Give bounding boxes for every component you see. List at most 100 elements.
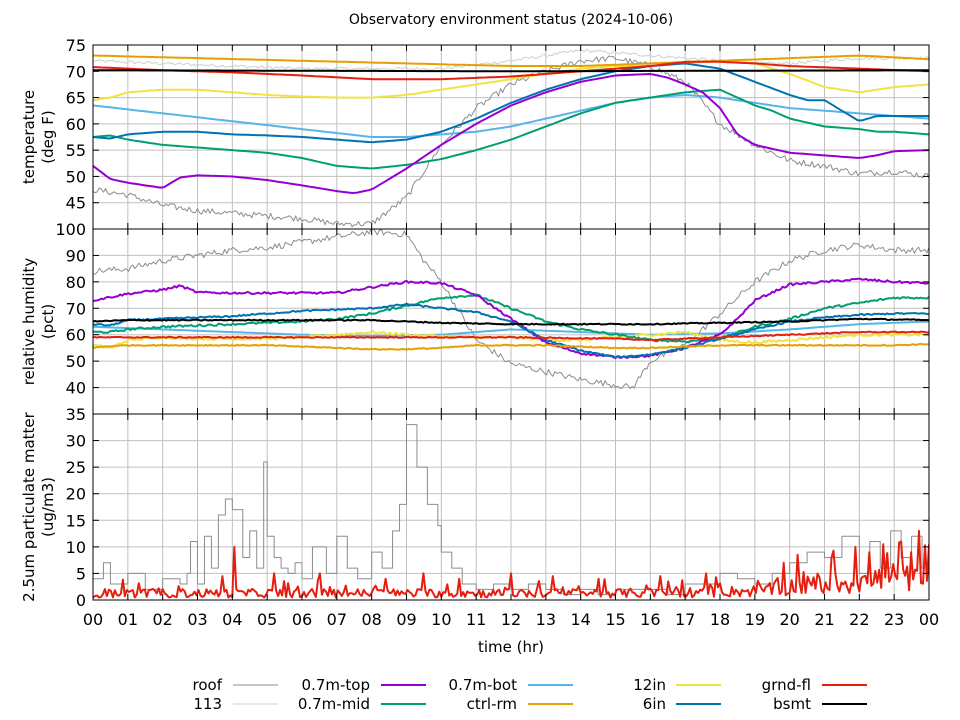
series-line-roof <box>93 229 929 389</box>
series-group <box>93 229 929 389</box>
x-tick-label: 03 <box>187 610 207 629</box>
x-axis-label: time (hr) <box>478 638 544 656</box>
y-tick-label: 70 <box>66 62 86 81</box>
y-tick-label: 100 <box>55 220 86 239</box>
y-tick-label: 60 <box>66 115 86 134</box>
y-axis-label-line: (pct) <box>39 304 57 339</box>
legend-label: 6in <box>643 695 666 713</box>
legend-label: 0.7m-top <box>302 676 370 694</box>
y-tick-label: 0 <box>76 591 86 610</box>
y-axis-label-line: temperature <box>20 90 38 184</box>
y-axis-label-line: (ug/m3) <box>39 477 57 537</box>
x-tick-label: 18 <box>710 610 730 629</box>
y-tick-label: 40 <box>66 379 86 398</box>
x-tick-label: 22 <box>849 610 869 629</box>
series-line-bsmt <box>93 317 929 326</box>
y-axis-label-line: relative humidity <box>20 258 38 386</box>
x-tick-label: 14 <box>570 610 590 629</box>
legend-label: roof <box>193 676 223 694</box>
chart-title: Observatory environment status (2024-10-… <box>349 12 673 28</box>
panel-2-5um-particulate-matter: 0 5 10 15 20 25 30 35 2.5um particulate matter(u… <box>20 405 930 610</box>
y-tick-label: 15 <box>66 511 86 530</box>
x-tick-label: 02 <box>152 610 172 629</box>
series-line-ctrl-rm <box>93 342 929 351</box>
series-line-0-7m-mid <box>93 88 929 170</box>
x-tick-label: 19 <box>745 610 765 629</box>
x-tick-label: 08 <box>361 610 381 629</box>
legend-entry-ctrl-rm: ctrl-rm <box>467 695 573 713</box>
x-tick-label: 09 <box>396 610 416 629</box>
x-tick-label: 12 <box>501 610 521 629</box>
series-line-12in <box>93 59 929 102</box>
x-tick-label: 05 <box>257 610 277 629</box>
x-tick-label: 04 <box>222 610 242 629</box>
y-axis-label-line: (deg F) <box>39 110 57 163</box>
x-tick-label: 11 <box>466 610 486 629</box>
y-tick-label: 35 <box>66 405 86 424</box>
series-line-roof <box>93 55 929 228</box>
x-tick-label: 01 <box>118 610 138 629</box>
legend-entry-12in: 12in <box>633 676 721 694</box>
series-line-6in <box>93 62 929 144</box>
x-tick-label: 13 <box>536 610 556 629</box>
x-tick-label: 10 <box>431 610 451 629</box>
series-line-roof <box>93 424 929 596</box>
legend-label: bsmt <box>773 695 811 713</box>
x-tick-label: 00 <box>919 610 939 629</box>
y-tick-label: 5 <box>76 564 86 583</box>
legend-label: grnd-fl <box>762 676 811 694</box>
x-tick-label: 15 <box>605 610 625 629</box>
x-tick-label: 07 <box>327 610 347 629</box>
legend-entry-grnd-fl: grnd-fl <box>762 676 867 694</box>
x-tick-label: 16 <box>640 610 660 629</box>
x-tick-labels: 00 01 02 03 04 05 06 07 08 09 10 11 12 13 14 15 16 17 18 19… <box>83 610 939 629</box>
series-group <box>93 48 929 228</box>
series-line-ctrl-rm <box>93 54 929 67</box>
legend-entry-roof: roof <box>193 676 278 694</box>
series-line-0-7m-mid <box>93 293 929 344</box>
series-line-bsmt <box>93 69 929 73</box>
series-line-grnd-fl <box>93 330 929 342</box>
legend-entry-0-7m-bot: 0.7m-bot <box>449 676 573 694</box>
x-tick-label: 23 <box>884 610 904 629</box>
legend-entry-bsmt: bsmt <box>773 695 867 713</box>
legend-entry-113: 113 <box>193 695 278 713</box>
y-tick-label: 55 <box>66 141 86 160</box>
y-tick-label: 20 <box>66 485 86 504</box>
series-line-0-7m-top <box>93 73 929 194</box>
series-line-0-7m-top <box>93 277 929 360</box>
y-tick-label: 30 <box>66 432 86 451</box>
x-tick-label: 20 <box>779 610 799 629</box>
y-tick-label: 90 <box>66 246 86 265</box>
y-tick-label: 60 <box>66 326 86 345</box>
legend-label: 113 <box>193 695 222 713</box>
y-tick-label: 65 <box>66 89 86 108</box>
y-axis-label: 2.5um particulate matter(ug/m3) <box>20 411 57 601</box>
series-line-0-7m-bot <box>93 94 929 138</box>
legend-entry-0-7m-top: 0.7m-top <box>302 676 426 694</box>
y-tick-label: 75 <box>66 36 86 55</box>
y-axis-label: temperature(deg F) <box>20 90 57 184</box>
legend-label: 0.7m-bot <box>449 676 518 694</box>
y-tick-label: 50 <box>66 352 86 371</box>
x-tick-label: 06 <box>292 610 312 629</box>
legend-label: 12in <box>633 676 666 694</box>
x-tick-label: 17 <box>675 610 695 629</box>
panel-temperature: 45 50 55 60 65 70 75 temperature(deg F) <box>20 36 930 230</box>
panel-relative-humidity: 40 50 60 70 80 90 100 relative humidity(pct) <box>20 220 930 415</box>
y-tick-label: 45 <box>66 194 86 213</box>
series-line-0-7m-bot <box>93 320 929 337</box>
y-tick-label: 70 <box>66 299 86 318</box>
legend-label: 0.7m-mid <box>298 695 370 713</box>
series-line-113 <box>93 48 929 71</box>
y-tick-label: 25 <box>66 458 86 477</box>
y-tick-label: 50 <box>66 167 86 186</box>
y-axis-label-line: 2.5um particulate matter <box>20 411 38 601</box>
legend-label: ctrl-rm <box>467 695 517 713</box>
x-tick-label: 21 <box>814 610 834 629</box>
legend-entry-6in: 6in <box>643 695 721 713</box>
y-tick-label: 80 <box>66 273 86 292</box>
x-tick-label: 00 <box>83 610 103 629</box>
legend-entry-0-7m-mid: 0.7m-mid <box>298 695 426 713</box>
